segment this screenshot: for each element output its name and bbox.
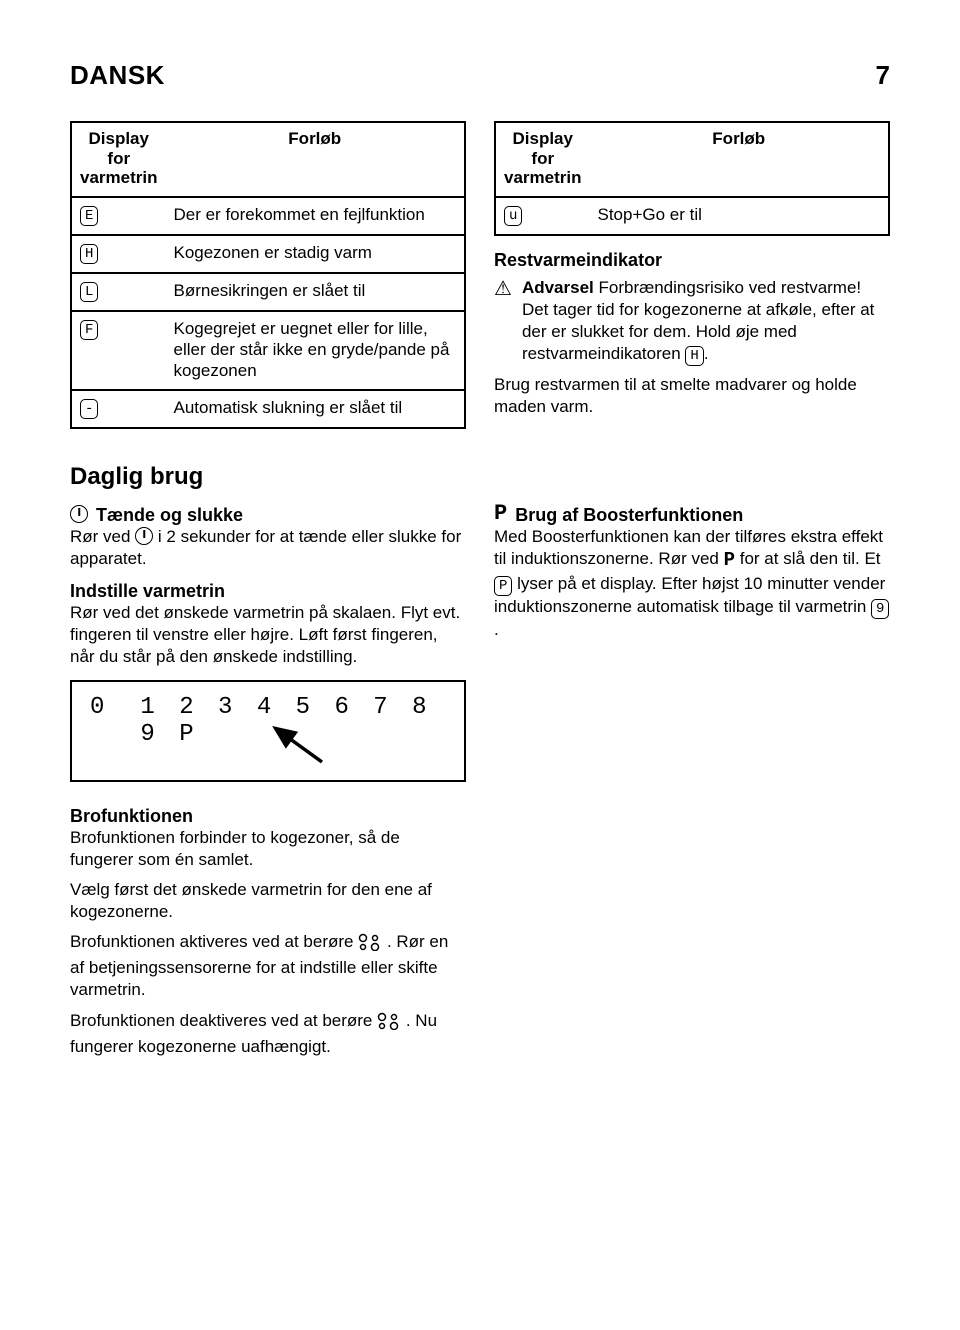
body-text: Brug restvarmen til at smelte madvarer o…	[494, 374, 890, 418]
display-code-icon: E	[71, 197, 165, 235]
booster-heading-row: P Brug af Boosterfunktionen	[494, 501, 890, 526]
right-column: Display for varmetrin Forløb u Stop+Go e…	[494, 121, 890, 443]
table-header: Display for varmetrin	[71, 122, 165, 197]
table-row: E Der er forekommet en fejlfunktion	[71, 197, 465, 235]
page-title: DANSK	[70, 60, 165, 91]
slider-value: 5	[296, 694, 312, 721]
warning-block: ⚠ Advarsel Forbrændingsrisiko ved restva…	[494, 277, 890, 366]
power-icon	[70, 505, 88, 523]
heatset-heading: Indstille varmetrin	[70, 581, 466, 602]
page-header: DANSK 7	[70, 60, 890, 91]
slider-value: 6	[334, 694, 350, 721]
left-column: Tænde og slukke Rør ved i 2 sekunder for…	[70, 501, 466, 801]
arrow-icon	[267, 724, 337, 764]
display-code-icon: L	[71, 273, 165, 311]
onoff-heading-row: Tænde og slukke	[70, 501, 466, 526]
table-cell: Kogegrejet er uegnet eller for lille, el…	[165, 311, 465, 391]
display-table-right: Display for varmetrin Forløb u Stop+Go e…	[494, 121, 890, 236]
top-tables-row: Display for varmetrin Forløb E Der er fo…	[70, 121, 890, 443]
slider-value: 2	[179, 694, 195, 721]
slider-value: 9	[140, 721, 156, 748]
slider-value: 4	[257, 694, 273, 721]
slider-value: 8	[412, 694, 428, 721]
right-column: P Brug af Boosterfunktionen Med Boosterf…	[494, 501, 890, 801]
body-text: Med Boosterfunktionen kan der tilføres e…	[494, 526, 890, 641]
table-header: Forløb	[589, 122, 889, 197]
bridge-heading: Brofunktionen	[70, 806, 466, 827]
table-cell: Der er forekommet en fejlfunktion	[165, 197, 465, 235]
table-row: L Børnesikringen er slået til	[71, 273, 465, 311]
body-text: Brofunktionen forbinder to kogezoner, så…	[70, 827, 466, 871]
booster-p-icon: P	[724, 549, 735, 571]
display-code-icon: H	[71, 235, 165, 273]
bridge-row: Brofunktionen Brofunktionen forbinder to…	[70, 802, 890, 1066]
table-row: u Stop+Go er til	[495, 197, 889, 235]
slider-value: 1	[140, 694, 156, 721]
display-code-icon: -	[71, 390, 165, 428]
body-text: Rør ved det ønskede varmetrin på skalaen…	[70, 602, 466, 668]
table-cell: Kogezonen er stadig varm	[165, 235, 465, 273]
left-column: Brofunktionen Brofunktionen forbinder to…	[70, 802, 466, 1066]
table-row: - Automatisk slukning er slået til	[71, 390, 465, 428]
booster-p-icon: P	[494, 501, 507, 526]
section-heading: Daglig brug	[70, 463, 890, 491]
display-code-icon: u	[495, 197, 589, 235]
page-number: 7	[876, 60, 890, 91]
table-cell: Stop+Go er til	[589, 197, 889, 235]
body-text: Vælg først det ønskede varmetrin for den…	[70, 879, 466, 923]
bridge-icon	[377, 1012, 401, 1036]
table-header: Forløb	[165, 122, 465, 197]
table-header: Display for varmetrin	[495, 122, 589, 197]
onoff-heading: Tænde og slukke	[96, 505, 243, 526]
table-cell: Automatisk slukning er slået til	[165, 390, 465, 428]
body-text: Brofunktionen deaktiveres ved at berøre …	[70, 1010, 466, 1058]
slider-value: 0	[90, 694, 106, 748]
slider-value: 3	[218, 694, 234, 721]
table-row: F Kogegrejet er uegnet eller for lille, …	[71, 311, 465, 391]
warning-icon: ⚠	[494, 277, 512, 301]
table-cell: Børnesikringen er slået til	[165, 273, 465, 311]
body-text: Brofunktionen aktiveres ved at berøre . …	[70, 931, 466, 1001]
display-table-left: Display for varmetrin Forløb E Der er fo…	[70, 121, 466, 429]
warning-text: Advarsel Forbrændingsrisiko ved restvarm…	[522, 277, 890, 366]
slider-value: P	[179, 721, 195, 748]
table-row: H Kogezonen er stadig varm	[71, 235, 465, 273]
body-text: Rør ved i 2 sekunder for at tænde eller …	[70, 526, 466, 570]
power-icon	[135, 527, 153, 545]
bridge-icon	[358, 933, 382, 957]
restvarme-heading: Restvarmeindikator	[494, 250, 890, 271]
slider-value: 7	[373, 694, 389, 721]
left-column: Display for varmetrin Forløb E Der er fo…	[70, 121, 466, 443]
daily-use-row: Tænde og slukke Rør ved i 2 sekunder for…	[70, 501, 890, 801]
display-code-icon: F	[71, 311, 165, 391]
booster-heading: Brug af Boosterfunktionen	[515, 505, 743, 526]
heat-level-slider: 0 1 2 3 4 5 6 7 8 9 P	[70, 680, 466, 782]
